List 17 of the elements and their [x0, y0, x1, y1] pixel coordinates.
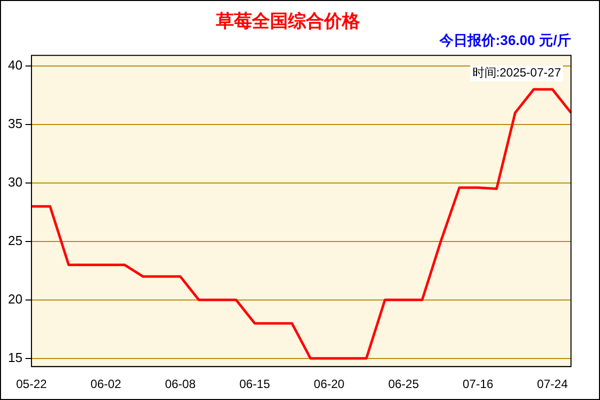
y-tick-label: 40	[8, 58, 22, 73]
y-tick-label: 15	[8, 350, 22, 365]
x-tick-label: 07-24	[537, 377, 568, 392]
x-tick-label: 06-25	[388, 377, 420, 392]
x-tick-label: 06-15	[239, 377, 270, 392]
x-tick-label: 06-20	[314, 377, 345, 392]
chart-subtitle: 今日报价:36.00 元/斤	[438, 32, 571, 48]
x-tick-label: 05-22	[16, 377, 48, 392]
y-tick-label: 30	[8, 174, 22, 190]
y-tick-label: 35	[8, 116, 22, 132]
chart-title: 草莓全国综合价格	[215, 10, 361, 31]
annotation: 时间:2025-07-27	[472, 66, 562, 80]
y-tick-label: 25	[8, 232, 22, 248]
x-tick-label: 06-08	[164, 377, 196, 392]
y-tick-label: 20	[8, 291, 22, 306]
x-tick-label: 07-16	[462, 377, 494, 392]
x-tick-label: 06-02	[90, 377, 122, 392]
